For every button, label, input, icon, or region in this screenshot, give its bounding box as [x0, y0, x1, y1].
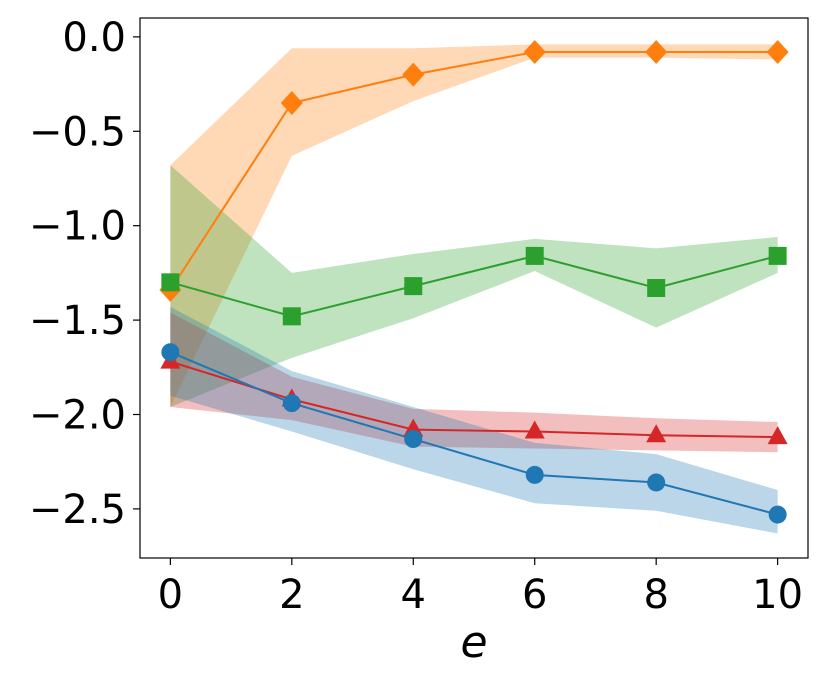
- point-orange-2: [402, 62, 425, 87]
- x-tick-label-1: 2: [279, 572, 304, 618]
- point-red-5: [767, 426, 788, 445]
- x-tick-label-0: 0: [158, 572, 183, 618]
- band-orange: [170, 44, 778, 407]
- band-red: [170, 312, 778, 453]
- point-orange-1: [280, 90, 303, 115]
- point-blue-0: [161, 343, 180, 362]
- x-tick-label-4: 8: [643, 572, 668, 618]
- x-tick-label-3: 6: [522, 572, 547, 618]
- point-orange-3: [523, 39, 546, 64]
- line-red: [170, 360, 778, 439]
- y-axis-ticks: 0.0 −0.5 −1.0 −1.5 −2.0 −2.5: [29, 15, 140, 533]
- point-green-4: [647, 279, 666, 297]
- y-tick-label-1: −0.5: [29, 109, 126, 155]
- point-green-3: [525, 246, 544, 265]
- point-orange-5: [766, 39, 789, 64]
- confidence-bands: [170, 44, 778, 534]
- point-blue-3: [525, 465, 544, 484]
- point-red-3: [524, 420, 545, 439]
- band-green: [170, 165, 778, 407]
- y-tick-label-2: −1.0: [29, 204, 126, 250]
- point-green-5: [768, 246, 787, 265]
- series-markers: [159, 39, 789, 524]
- plot-frame: [139, 17, 809, 559]
- band-blue: [170, 306, 778, 534]
- point-red-4: [646, 424, 667, 443]
- y-tick-label-0: 0.0: [62, 15, 126, 61]
- point-green-1: [282, 307, 301, 326]
- point-green-0: [161, 273, 180, 292]
- line-green: [170, 254, 778, 318]
- point-blue-2: [404, 430, 423, 449]
- point-blue-4: [647, 473, 666, 492]
- series-lines: [169, 50, 778, 516]
- x-axis-label: e: [460, 617, 487, 668]
- x-tick-label-5: 10: [752, 572, 803, 618]
- x-axis-ticks: 0 2 4 6 8 10: [158, 558, 803, 618]
- x-tick-label-2: 4: [401, 572, 426, 618]
- line-blue: [169, 351, 778, 516]
- point-orange-4: [645, 39, 668, 64]
- y-tick-label-4: −2.0: [29, 393, 126, 439]
- y-tick-label-3: −1.5: [29, 298, 126, 344]
- point-green-2: [404, 277, 423, 296]
- point-blue-1: [282, 394, 301, 413]
- point-blue-5: [768, 505, 787, 524]
- y-tick-label-5: −2.5: [29, 487, 126, 533]
- line-orange: [169, 50, 778, 291]
